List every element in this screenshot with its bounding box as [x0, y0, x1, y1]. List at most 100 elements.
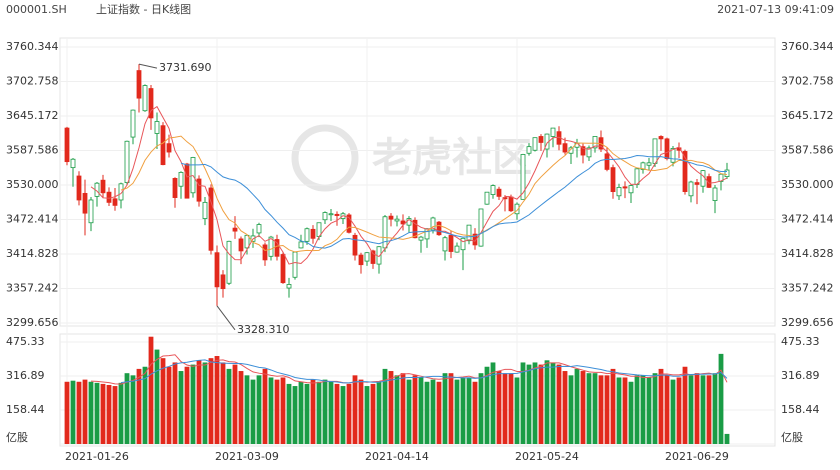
candle-body	[484, 191, 490, 205]
volume-bar	[88, 381, 94, 444]
candle-body	[286, 284, 292, 289]
volume-bar	[472, 381, 478, 444]
volume-bar	[304, 383, 310, 444]
candle-body	[640, 162, 646, 170]
volume-bar	[532, 362, 538, 444]
volume-bar	[94, 382, 100, 444]
volume-bar	[178, 371, 184, 444]
volume-bar	[154, 349, 160, 444]
volume-bar	[382, 368, 388, 444]
volume-bar	[646, 377, 652, 444]
candle-body	[430, 217, 436, 231]
candle-body	[274, 239, 280, 257]
candle-body	[154, 121, 160, 134]
volume-bar	[592, 373, 598, 444]
volume-bar	[688, 375, 694, 444]
volume-bar	[550, 362, 556, 444]
volume-bar	[148, 336, 154, 444]
price-ma-line	[180, 154, 728, 249]
x-tick-label: 2021-05-24	[515, 450, 579, 463]
candle-body	[634, 168, 640, 185]
volume-bar	[538, 364, 544, 444]
volume-bar	[238, 371, 244, 444]
candle-body	[238, 238, 244, 252]
volume-bar	[628, 381, 634, 444]
volume-bar	[706, 375, 712, 444]
volume-bar	[496, 371, 502, 444]
volume-bar	[208, 358, 214, 444]
volume-bar	[556, 364, 562, 444]
volume-bar	[460, 377, 466, 444]
y-tick-label-right: 3299.656	[781, 316, 834, 329]
candle-body	[412, 219, 418, 239]
volume-tick-label-right: 316.89	[781, 369, 820, 382]
candle-body	[448, 234, 454, 252]
volume-bar	[400, 373, 406, 444]
volume-bar	[676, 377, 682, 444]
candle-body	[112, 198, 118, 206]
volume-bar	[376, 381, 382, 444]
volume-bar	[640, 375, 646, 444]
volume-bar	[292, 386, 298, 444]
volume-bar	[334, 383, 340, 444]
candle-body	[550, 127, 556, 137]
candle-body	[214, 252, 220, 288]
volume-bar	[424, 381, 430, 444]
volume-bar	[286, 383, 292, 444]
chart-title: 上证指数 - 日K线图	[96, 2, 191, 16]
candle-body	[604, 153, 610, 170]
candle-body	[520, 154, 526, 200]
candle-body	[220, 274, 226, 290]
volume-bar	[562, 371, 568, 444]
volume-tick-label-right: 158.44	[781, 403, 820, 416]
volume-bar	[682, 366, 688, 444]
candle-body	[118, 183, 124, 201]
volume-tick-label: 316.89	[6, 369, 45, 382]
volume-bar	[388, 371, 394, 444]
candle-body	[256, 224, 262, 234]
volume-bar	[352, 375, 358, 444]
candle-body	[166, 143, 172, 153]
y-tick-label-right: 3414.828	[781, 247, 834, 260]
volume-bar	[718, 353, 724, 444]
candle-body	[682, 151, 688, 192]
volume-bar	[280, 377, 286, 444]
candle-body	[322, 212, 328, 221]
candle-body	[478, 208, 484, 247]
volume-tick-label: 亿股	[6, 431, 28, 444]
y-tick-label-right: 3702.758	[781, 75, 834, 88]
volume-bar	[508, 373, 514, 444]
volume-tick-label: 158.44	[6, 403, 45, 416]
x-tick-label: 2021-03-09	[215, 450, 279, 463]
volume-bar	[298, 381, 304, 444]
volume-bar	[658, 368, 664, 444]
volume-bar	[82, 379, 88, 444]
volume-tick-label: 475.33	[6, 335, 45, 348]
volume-bar	[712, 373, 718, 444]
volume-bar	[202, 362, 208, 444]
y-tick-label: 3587.586	[6, 144, 59, 157]
volume-bar	[520, 362, 526, 444]
volume-bar	[190, 364, 196, 444]
volume-bar	[106, 384, 112, 444]
volume-bar	[226, 368, 232, 444]
candle-body	[358, 254, 364, 266]
volume-bar	[340, 386, 346, 444]
annotation-label: 3731.690	[159, 61, 212, 74]
volume-bar	[364, 386, 370, 444]
candle-body	[64, 127, 70, 163]
y-tick-label: 3530.000	[6, 178, 59, 191]
volume-bar	[250, 379, 256, 444]
annotation-leader	[138, 63, 158, 69]
candle-body	[82, 192, 88, 214]
price-ma-line	[90, 105, 728, 265]
candle-body	[706, 176, 712, 188]
y-tick-label: 3702.758	[6, 75, 59, 88]
candle-body	[628, 185, 634, 194]
volume-bar	[724, 433, 730, 444]
candle-body	[106, 191, 112, 203]
x-tick-label: 2021-06-29	[665, 450, 729, 463]
volume-bar	[118, 382, 124, 444]
candle-body	[454, 245, 460, 253]
volume-bar	[256, 375, 262, 444]
